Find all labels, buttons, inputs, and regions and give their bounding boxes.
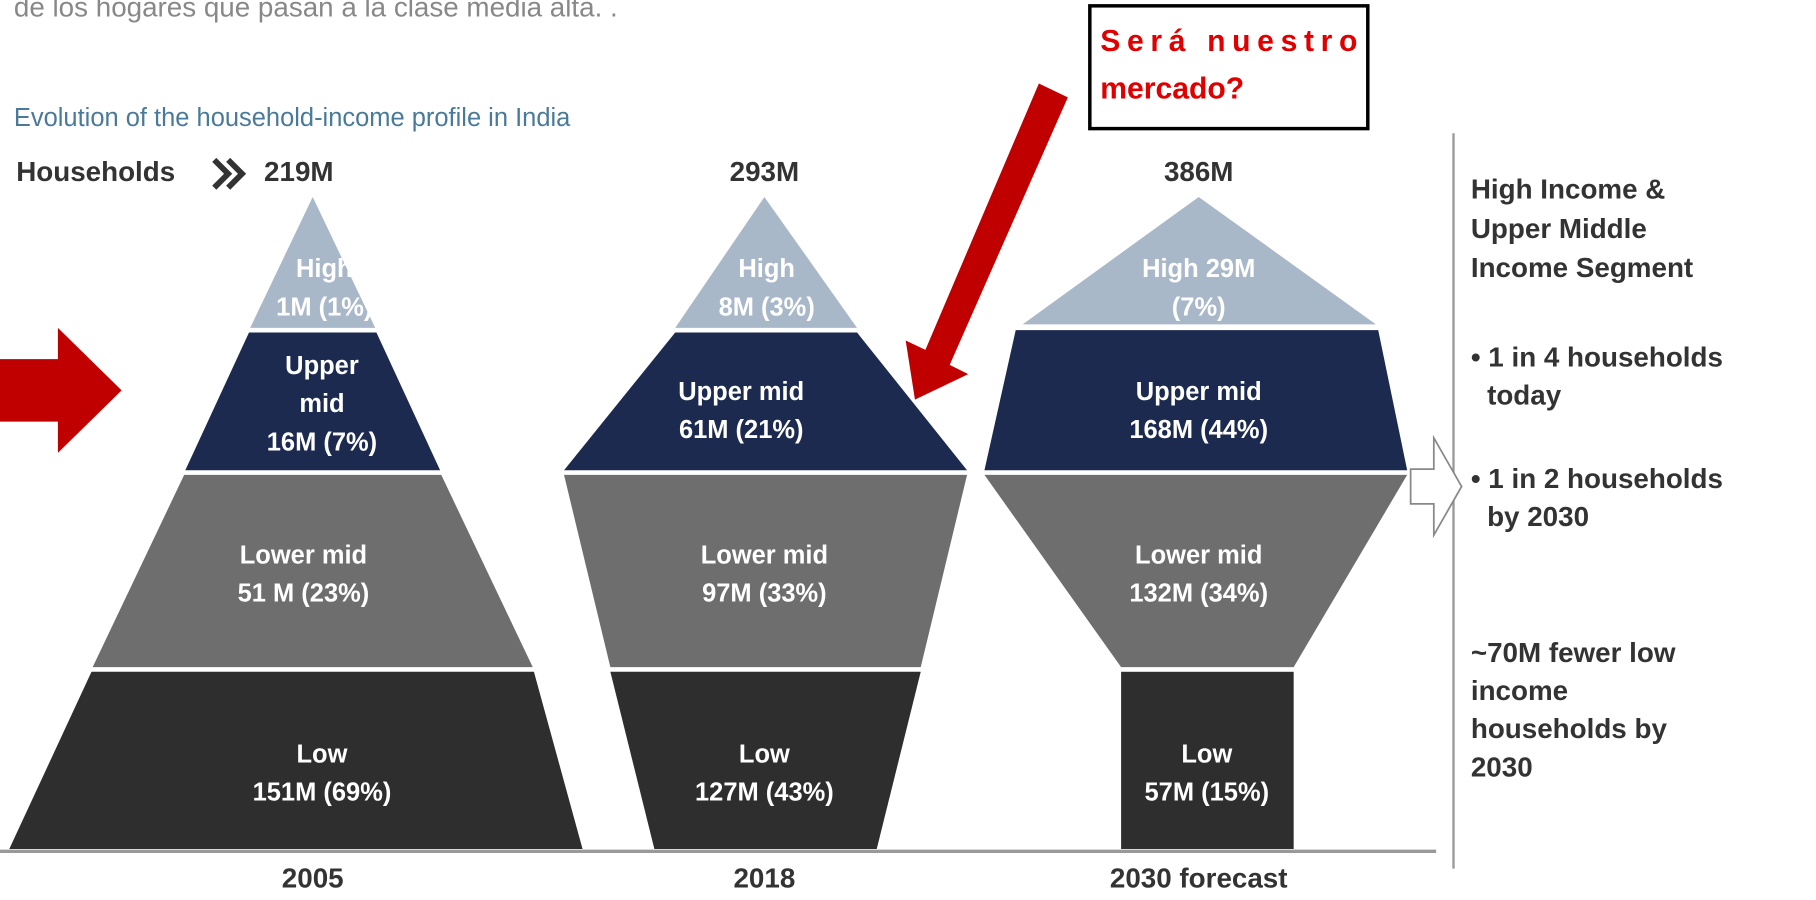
segment-upper-mid — [564, 332, 968, 471]
total-label: 219M — [264, 156, 334, 187]
total-label: 386M — [1164, 156, 1234, 187]
segment-label: High — [296, 255, 353, 283]
segment-label: Upper — [285, 352, 359, 380]
segment-label: Upper mid — [678, 378, 804, 406]
segment-upper-mid — [185, 332, 441, 471]
subtitle: Evolution of the household-income profil… — [14, 104, 571, 132]
segment-label: High 29M — [1142, 255, 1255, 283]
segment-high — [1022, 196, 1376, 325]
red-diagonal-arrow — [905, 83, 1068, 400]
segment-label: Upper mid — [1136, 378, 1262, 406]
panel-text: High Income & — [1471, 173, 1665, 204]
panel-text: 2030 — [1471, 751, 1533, 782]
year-label: 2030 forecast — [1110, 863, 1288, 894]
total-label: 293M — [730, 156, 800, 187]
segment-label: 127M (43%) — [695, 779, 834, 807]
segment-label: 132M (34%) — [1129, 580, 1268, 608]
outline-arrow — [1409, 434, 1463, 539]
segment-lower-mid — [984, 474, 1408, 668]
segment-high — [675, 196, 858, 328]
segment-label: High — [738, 255, 795, 283]
segment-label: 1M (1%) — [276, 293, 372, 321]
segment-label: (7%) — [1172, 293, 1226, 321]
segment-label: Low — [739, 740, 790, 768]
segment-lower-mid — [564, 474, 968, 668]
segment-low — [610, 671, 921, 849]
panel-text: • 1 in 2 households — [1471, 463, 1723, 494]
segment-label: mid — [299, 390, 344, 418]
year-label: 2005 — [282, 863, 344, 894]
top-text: de los hogares que pasan a la clase medi… — [14, 0, 618, 23]
panel-text: today — [1487, 380, 1562, 411]
callout-text: mercado? — [1100, 72, 1244, 105]
segment-label: Low — [297, 740, 348, 768]
red-arrow — [0, 327, 122, 453]
panel-text: households by — [1471, 713, 1668, 744]
panel-text: • 1 in 4 households — [1471, 341, 1723, 372]
segment-label: 168M (44%) — [1129, 416, 1268, 444]
segment-label: 16M (7%) — [267, 428, 377, 456]
segment-label: Lower mid — [701, 541, 828, 569]
panel-text: income — [1471, 675, 1568, 706]
callout-box — [1088, 4, 1370, 131]
chevron-icon — [212, 157, 247, 190]
panel-text: Upper Middle — [1471, 213, 1647, 244]
segment-label: 51 M (23%) — [238, 580, 370, 608]
segment-lower-mid — [92, 474, 533, 668]
panel-text: Income Segment — [1471, 252, 1693, 283]
households-label: Households — [16, 156, 175, 187]
segment-upper-mid — [984, 330, 1408, 471]
segment-label: Low — [1181, 740, 1232, 768]
segment-low — [9, 671, 583, 849]
segment-label: 8M (3%) — [719, 293, 815, 321]
segment-label: Lower mid — [1135, 541, 1262, 569]
panel-text: by 2030 — [1487, 501, 1589, 532]
panel-text: ~70M fewer low — [1471, 637, 1676, 668]
segment-label: 151M (69%) — [253, 779, 392, 807]
segment-label: Lower mid — [240, 541, 367, 569]
segment-label: 97M (33%) — [702, 580, 827, 608]
year-label: 2018 — [733, 863, 795, 894]
segment-low — [1121, 671, 1294, 849]
segment-label: 61M (21%) — [679, 416, 804, 444]
segment-label: 57M (15%) — [1145, 779, 1270, 807]
segment-high — [250, 196, 376, 328]
